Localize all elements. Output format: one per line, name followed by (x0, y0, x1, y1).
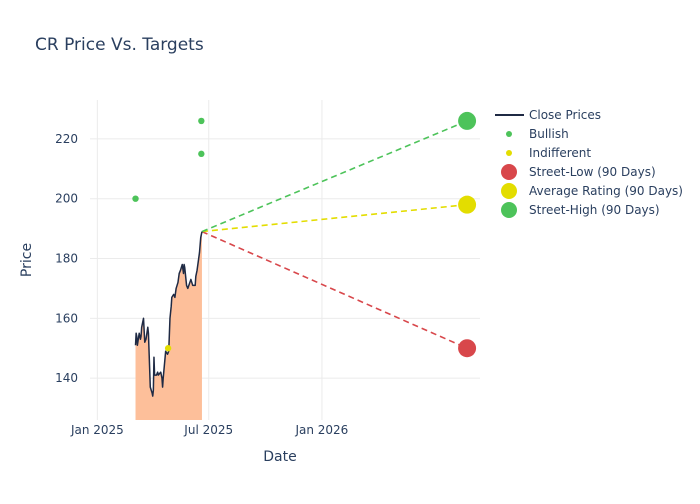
legend-label: Street-High (90 Days) (529, 203, 660, 217)
close-price-area (135, 231, 202, 420)
plot-markers (132, 111, 477, 358)
rating-marker (198, 117, 205, 125)
rating-marker (164, 345, 172, 352)
x-tick-label: Jan 2026 (294, 423, 348, 437)
legend-label: Street-Low (90 Days) (529, 165, 656, 179)
target-marker (458, 339, 477, 358)
target-marker (458, 111, 477, 130)
gridlines (90, 100, 480, 420)
target-line (201, 203, 468, 233)
legend-swatch (506, 150, 512, 156)
y-axis-title: Price (19, 243, 35, 277)
y-tick-label: 180 (55, 252, 78, 266)
y-tick-label: 160 (55, 311, 78, 325)
target-marker (458, 195, 477, 214)
rating-marker (132, 195, 139, 202)
axis-ticks: 140 160 180 200 220 Jan 2025 Jul 2025 Jan 2026 (55, 132, 348, 437)
close-price-line (134, 231, 203, 397)
close-price-fill (135, 231, 202, 420)
x-axis-title: Date (263, 449, 296, 465)
legend-label: Close Prices (529, 108, 601, 122)
y-tick-label: 140 (55, 371, 78, 385)
legend-swatch (501, 183, 517, 199)
legend-swatch (501, 164, 517, 180)
legend-label: Indifferent (529, 146, 591, 160)
x-tick-label: Jul 2025 (183, 423, 233, 437)
target-line (201, 120, 468, 233)
legend-label: Bullish (529, 127, 569, 141)
y-tick-label: 220 (55, 132, 78, 146)
legend: Close Prices Bullish Indifferent Street-Low… (495, 108, 683, 218)
legend-swatch (501, 202, 517, 218)
target-line (201, 230, 468, 349)
x-tick-label: Jan 2025 (70, 423, 124, 437)
y-tick-label: 200 (55, 192, 78, 206)
legend-swatch (506, 131, 512, 137)
legend-label: Average Rating (90 Days) (529, 184, 683, 198)
plot-lines (134, 120, 468, 397)
rating-marker (198, 150, 205, 158)
chart-title: CR Price Vs. Targets (35, 35, 204, 55)
